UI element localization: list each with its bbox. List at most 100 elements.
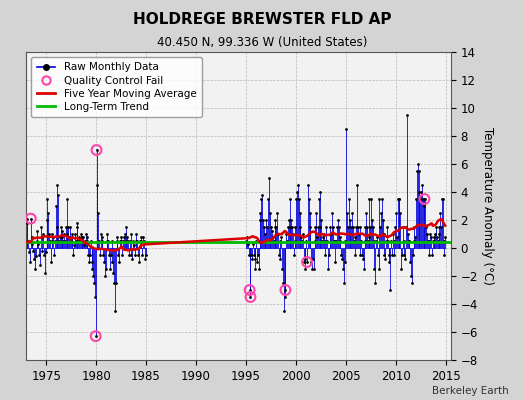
Point: [31, 253, 40, 260]
Point: [300, 256, 309, 262]
Point: [381, 256, 389, 262]
Point: [413, 168, 421, 174]
Point: [56, 234, 64, 240]
Point: [269, 234, 277, 240]
Point: [129, 238, 137, 244]
Point: [358, 252, 366, 258]
Point: [330, 238, 338, 244]
Point: [292, 196, 300, 202]
Point: [65, 234, 73, 240]
Point: [86, 252, 94, 258]
Point: [79, 234, 88, 240]
Point: [101, 273, 109, 279]
Point: [389, 252, 398, 258]
Point: [137, 238, 146, 244]
Point: [270, 224, 279, 230]
Point: [272, 224, 280, 230]
Point: [286, 196, 294, 202]
Point: [304, 196, 313, 202]
Point: [106, 252, 115, 258]
Point: [409, 252, 417, 258]
Point: [433, 238, 442, 244]
Point: [426, 231, 434, 237]
Point: [97, 238, 106, 244]
Point: [305, 210, 314, 216]
Point: [344, 196, 353, 202]
Point: [420, 196, 429, 202]
Point: [106, 266, 114, 272]
Point: [311, 224, 320, 230]
Point: [433, 234, 441, 240]
Point: [280, 294, 289, 300]
Point: [375, 266, 383, 272]
Point: [424, 252, 433, 258]
Point: [324, 266, 332, 272]
Point: [356, 252, 365, 258]
Point: [260, 231, 269, 237]
Point: [75, 234, 83, 240]
Point: [250, 256, 259, 262]
Point: [415, 189, 423, 195]
Point: [88, 266, 96, 272]
Point: [326, 224, 334, 230]
Point: [128, 256, 137, 262]
Point: [134, 252, 143, 258]
Point: [45, 231, 53, 237]
Point: [52, 224, 61, 230]
Point: [47, 238, 56, 244]
Point: [385, 259, 393, 265]
Point: [290, 252, 298, 258]
Point: [73, 224, 82, 230]
Point: [27, 215, 35, 222]
Point: [112, 280, 120, 286]
Point: [276, 238, 285, 244]
Point: [23, 220, 31, 226]
Point: [130, 252, 139, 258]
Point: [280, 308, 288, 314]
Point: [103, 231, 112, 237]
Point: [333, 224, 341, 230]
Point: [309, 256, 317, 262]
Point: [85, 259, 93, 265]
Point: [83, 234, 92, 240]
Point: [399, 238, 408, 244]
Point: [314, 224, 322, 230]
Point: [368, 224, 377, 230]
Point: [34, 241, 42, 247]
Point: [98, 234, 106, 240]
Point: [366, 224, 375, 230]
Point: [132, 238, 140, 244]
Point: [25, 249, 34, 255]
Point: [275, 252, 283, 258]
Point: [245, 252, 253, 258]
Point: [307, 259, 315, 265]
Point: [266, 238, 275, 244]
Point: [416, 196, 424, 202]
Point: [300, 259, 308, 265]
Point: [432, 224, 440, 230]
Point: [407, 273, 416, 279]
Point: [41, 270, 49, 276]
Point: [320, 231, 328, 237]
Point: [419, 203, 428, 209]
Point: [282, 231, 290, 237]
Point: [395, 196, 403, 202]
Point: [127, 252, 136, 258]
Point: [48, 231, 57, 237]
Point: [266, 210, 274, 216]
Point: [389, 231, 397, 237]
Point: [117, 238, 126, 244]
Point: [348, 210, 356, 216]
Point: [302, 238, 310, 244]
Point: [81, 238, 89, 244]
Point: [263, 224, 271, 230]
Point: [50, 252, 58, 258]
Point: [310, 266, 318, 272]
Point: [346, 231, 355, 237]
Point: [82, 231, 90, 237]
Point: [68, 234, 77, 240]
Point: [278, 266, 286, 272]
Point: [379, 231, 388, 237]
Point: [398, 252, 406, 258]
Point: [316, 224, 324, 230]
